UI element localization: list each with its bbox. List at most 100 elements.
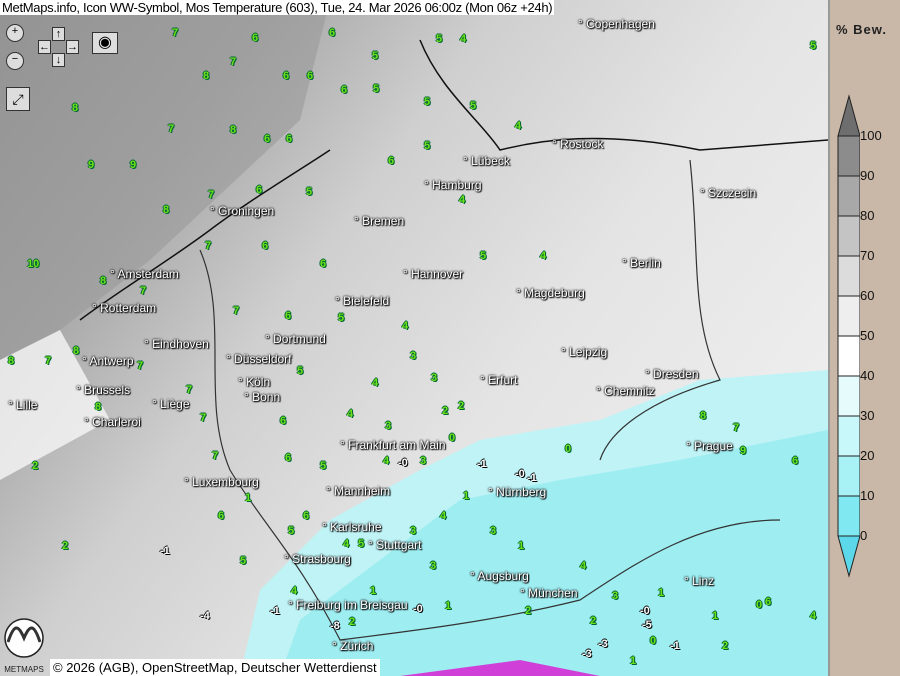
pan-up-icon[interactable]: ↑ — [52, 27, 65, 41]
temperature-value: -0 — [640, 605, 650, 617]
temperature-value: 4 — [515, 120, 522, 132]
temperature-value: 6 — [264, 133, 271, 145]
temperature-value: 1 — [712, 610, 719, 622]
city-label: ° Amsterdam — [110, 267, 179, 281]
temperature-value: 5 — [306, 186, 313, 198]
temperature-value: 6 — [218, 510, 225, 522]
temperature-value: 5 — [373, 83, 380, 95]
temperature-value: 8 — [700, 410, 707, 422]
temperature-value: 8 — [73, 345, 80, 357]
svg-text:METMAPS: METMAPS — [4, 665, 44, 674]
temperature-value: 3 — [410, 350, 417, 362]
temperature-value: 5 — [320, 460, 327, 472]
city-label: ° Groningen — [210, 204, 275, 218]
temperature-value: 6 — [252, 32, 259, 44]
temperature-value: -5 — [642, 619, 652, 631]
city-label: ° Bielefeld — [335, 294, 390, 308]
weather-map[interactable]: ° Copenhagen ° Rostock ° Lübeck ° Hamburg ° … — [0, 0, 828, 676]
city-label: ° Chemnitz — [596, 384, 655, 398]
legend-swatch — [837, 135, 860, 177]
city-label: ° Mannheim — [326, 484, 391, 498]
pan-down-icon[interactable]: ↓ — [52, 53, 65, 67]
temperature-value: 6 — [286, 133, 293, 145]
temperature-value: 2 — [525, 605, 532, 617]
temperature-value: 4 — [440, 510, 447, 522]
city-label: ° Charleroi — [84, 415, 141, 429]
legend-tick-label: 60 — [860, 288, 875, 303]
city-label: ° Eindhoven — [144, 337, 209, 351]
city-label: ° Strasbourg — [284, 552, 351, 566]
city-label: ° Bonn — [244, 390, 281, 404]
temperature-value: 7 — [230, 56, 237, 68]
temperature-value: -1 — [670, 640, 680, 652]
temperature-value: 1 — [445, 600, 452, 612]
temperature-value: 4 — [459, 194, 466, 206]
temperature-value: 4 — [291, 585, 298, 597]
temperature-value: -1 — [160, 545, 170, 557]
camera-icon[interactable]: ◉ — [92, 32, 118, 54]
temperature-value: 6 — [283, 70, 290, 82]
city-label: ° Nürnberg — [488, 485, 547, 499]
city-label: ° Antwerp — [82, 354, 134, 368]
temperature-value: 5 — [288, 525, 295, 537]
legend-tick-label: 0 — [860, 528, 868, 543]
temperature-value: -0 — [515, 468, 525, 480]
temperature-value: 6 — [320, 258, 327, 270]
city-label: ° Köln — [238, 375, 271, 389]
temperature-value: 7 — [172, 27, 179, 39]
temperature-value: 3 — [612, 590, 619, 602]
cloud-cover-field — [0, 0, 828, 676]
zoom-out-icon[interactable]: − — [6, 52, 24, 70]
temperature-value: 1 — [658, 587, 665, 599]
temperature-value: -0 — [413, 603, 423, 615]
temperature-value: 6 — [329, 27, 336, 39]
city-label: ° Prague — [686, 439, 733, 453]
legend-swatch — [837, 215, 860, 257]
temperature-value: 6 — [285, 452, 292, 464]
temperature-value: -1 — [527, 472, 537, 484]
border-line — [599, 159, 721, 461]
city-label: ° Dresden — [645, 367, 699, 381]
map-title: MetMaps.info, Icon WW-Symbol, Mos Temper… — [0, 0, 555, 15]
legend-swatch — [837, 335, 860, 377]
city-label: ° Liège — [152, 397, 190, 411]
city-label: ° Düsseldorf — [226, 352, 292, 366]
cloud-band — [0, 0, 330, 360]
legend-tick-label: 90 — [860, 168, 875, 183]
temperature-value: 0 — [449, 432, 456, 444]
temperature-value: 2 — [62, 540, 69, 552]
coastline — [79, 149, 331, 321]
temperature-value: 5 — [240, 555, 247, 567]
city-label: ° Luxembourg — [184, 475, 259, 489]
temperature-value: 6 — [256, 184, 263, 196]
pan-left-icon[interactable]: ← — [38, 40, 51, 54]
temperature-value: 3 — [420, 455, 427, 467]
legend-tick-label: 40 — [860, 368, 875, 383]
legend-swatch — [837, 415, 860, 457]
temperature-value: 0 — [756, 599, 763, 611]
temperature-value: 7 — [137, 360, 144, 372]
city-label: ° Erfurt — [480, 373, 518, 387]
fullscreen-icon[interactable]: ⤢ — [6, 87, 30, 111]
temperature-value: 9 — [88, 159, 95, 171]
zoom-in-icon[interactable]: + — [6, 24, 24, 42]
temperature-value: 1 — [463, 490, 470, 502]
temperature-value: -4 — [200, 610, 210, 622]
pan-right-icon[interactable]: → — [66, 40, 79, 54]
temperature-value: 4 — [383, 455, 390, 467]
temperature-value: 2 — [32, 460, 39, 472]
legend-swatch — [837, 255, 860, 297]
temperature-value: 8 — [230, 124, 237, 136]
temperature-value: 5 — [480, 250, 487, 262]
city-label: ° Karlsruhe — [322, 520, 382, 534]
temperature-value: 6 — [280, 415, 287, 427]
city-label: ° Copenhagen — [578, 17, 655, 31]
temperature-value: -1 — [477, 458, 487, 470]
temperature-value: 3 — [385, 420, 392, 432]
temperature-value: 2 — [458, 400, 465, 412]
city-label: ° Rostock — [552, 137, 604, 151]
legend-tick-label: 20 — [860, 448, 875, 463]
legend-tick-label: 50 — [860, 328, 875, 343]
temperature-value: 7 — [200, 412, 207, 424]
temperature-value: 7 — [205, 240, 212, 252]
